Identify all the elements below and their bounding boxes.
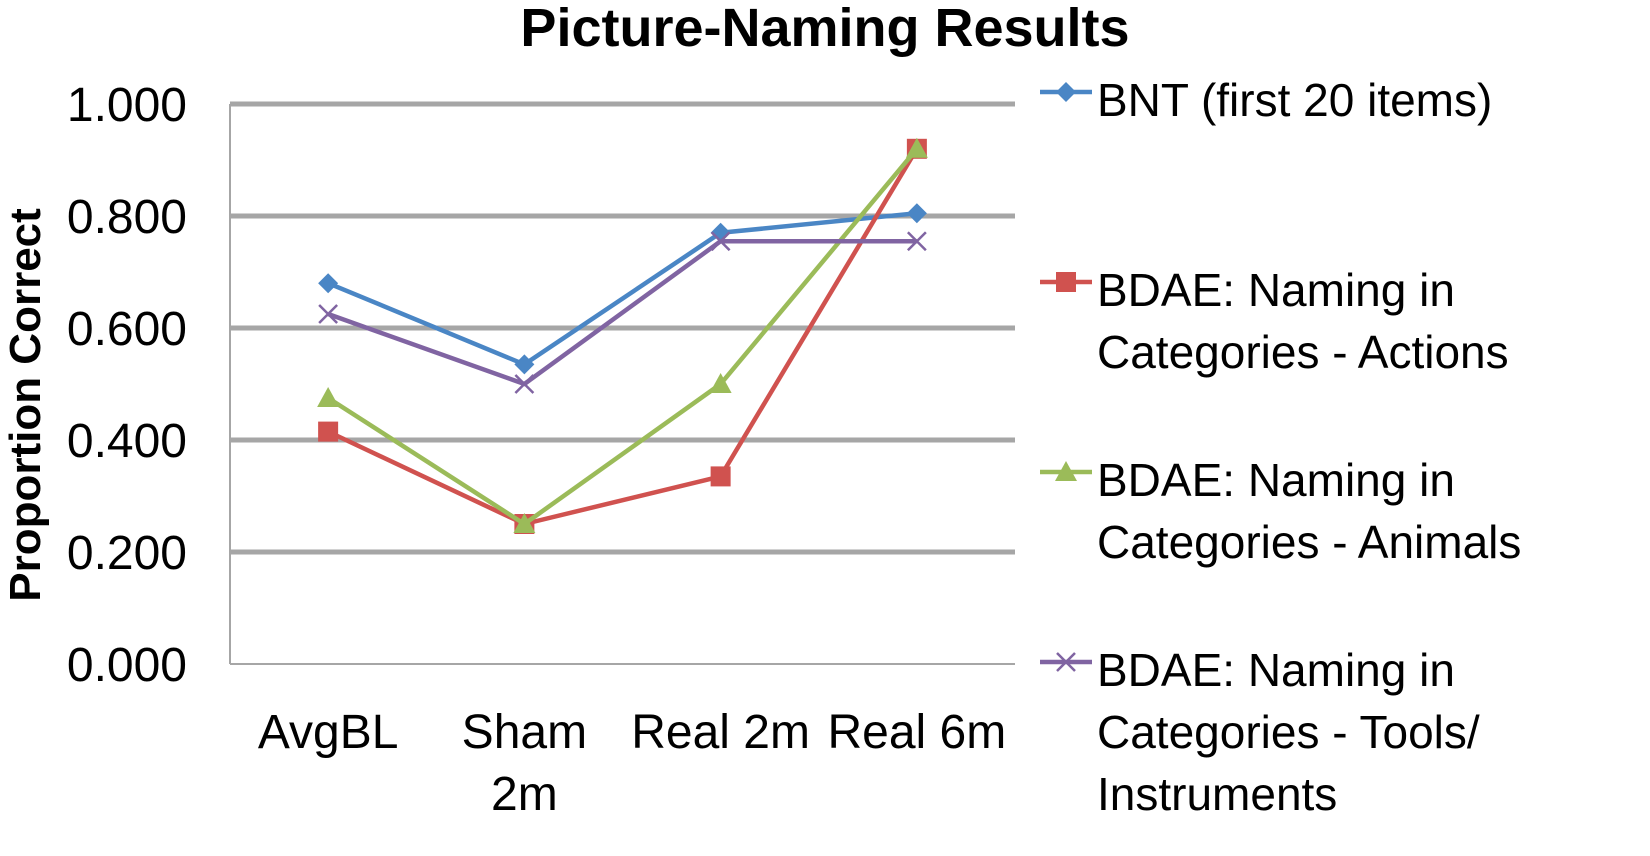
data-point bbox=[906, 203, 927, 224]
y-tick-label: 0.800 bbox=[67, 191, 187, 244]
data-point bbox=[710, 466, 731, 487]
gridlines bbox=[229, 101, 1015, 665]
legend-marker bbox=[1056, 82, 1076, 102]
legend-entry: BNT (first 20 items) bbox=[1040, 74, 1492, 126]
data-point bbox=[906, 231, 927, 252]
legend-label: BDAE: Naming in bbox=[1097, 644, 1455, 696]
y-tick-label: 0.400 bbox=[67, 415, 187, 468]
x-tick-label: Real 2m bbox=[631, 706, 810, 759]
data-point bbox=[514, 374, 535, 394]
legend-label: Categories - Tools/ bbox=[1097, 706, 1480, 758]
series-line bbox=[327, 147, 919, 527]
x-tick-label: 2m bbox=[491, 768, 558, 821]
legend-label: BNT (first 20 items) bbox=[1097, 74, 1492, 126]
series-line bbox=[326, 147, 919, 527]
chart-title: Picture-Naming Results bbox=[520, 0, 1129, 58]
x-tick-label: AvgBL bbox=[258, 706, 399, 759]
legend-entry: BDAE: Naming in Categories - Actions bbox=[1040, 264, 1509, 378]
data-point bbox=[318, 273, 339, 294]
x-tick-label: Real 6m bbox=[828, 706, 1007, 759]
y-tick-label: 1.000 bbox=[67, 79, 187, 132]
data-point bbox=[710, 231, 731, 252]
x-tick-label: Sham bbox=[462, 706, 587, 759]
legend-marker bbox=[1056, 272, 1076, 292]
data-point bbox=[317, 387, 340, 407]
series-layer bbox=[317, 137, 928, 534]
legend-label: Categories - Actions bbox=[1097, 326, 1509, 378]
data-point bbox=[709, 373, 732, 393]
data-point bbox=[513, 513, 536, 533]
legend-label: Instruments bbox=[1097, 768, 1337, 820]
legend-marker bbox=[1056, 652, 1076, 672]
y-tick-label: 0.600 bbox=[67, 303, 187, 356]
series bbox=[318, 231, 927, 394]
legend-marker bbox=[1055, 461, 1077, 481]
legend-entry: BDAE: Naming in Categories - Animals bbox=[1040, 454, 1521, 568]
y-tick-label: 0.000 bbox=[67, 639, 187, 692]
legend-label: BDAE: Naming in bbox=[1097, 264, 1455, 316]
series-line bbox=[327, 238, 917, 387]
legend-label: Categories - Animals bbox=[1097, 516, 1521, 568]
legend-entry: BDAE: Naming in Categories - Tools/Instru… bbox=[1040, 644, 1480, 820]
series bbox=[318, 138, 927, 534]
data-point bbox=[905, 137, 928, 158]
x-axis-ticks: AvgBL Sham 2m Real 2m Real 6m bbox=[258, 706, 1006, 821]
y-axis-ticks: 0.000 0.200 0.400 0.600 0.800 1.000 bbox=[67, 79, 187, 692]
y-tick-label: 0.200 bbox=[67, 527, 187, 580]
legend-label: BDAE: Naming in bbox=[1097, 454, 1455, 506]
legend: BNT (first 20 items) BDAE: Naming in Categ… bbox=[1040, 74, 1521, 820]
data-point bbox=[318, 304, 339, 324]
data-point bbox=[318, 421, 339, 442]
series-line bbox=[327, 210, 918, 367]
series bbox=[317, 137, 928, 533]
data-point bbox=[514, 354, 535, 375]
y-axis-label: Proportion Correct bbox=[1, 208, 50, 602]
